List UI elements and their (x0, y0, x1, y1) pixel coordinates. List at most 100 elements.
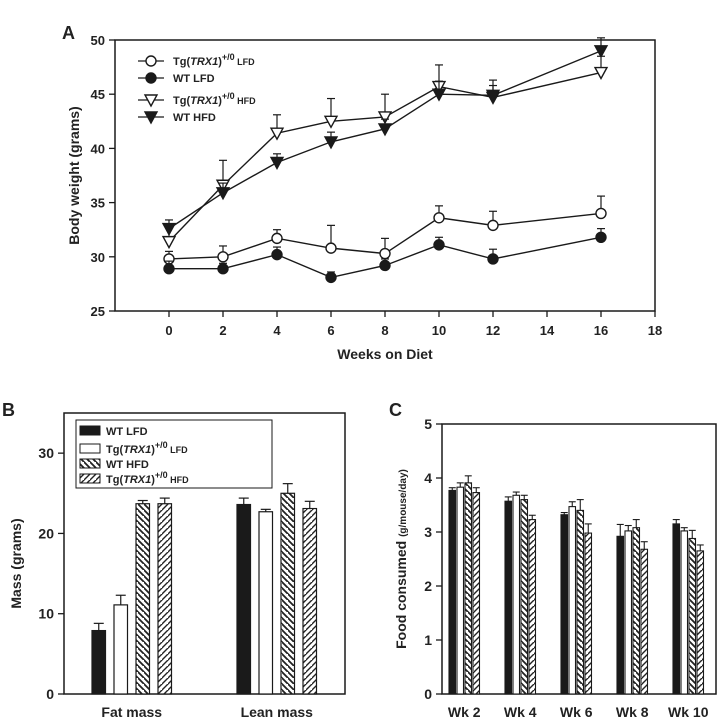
y-tick-label: 25 (91, 304, 105, 319)
bar (672, 523, 681, 695)
legend-label: WT HFD (106, 459, 149, 471)
bar (584, 532, 593, 695)
legend-swatch (79, 425, 101, 436)
category-label: Fat mass (101, 704, 162, 719)
y-axis-label: Food consumed (g/mouse/day) (393, 469, 409, 649)
x-tick-label: 14 (540, 323, 555, 338)
bar (135, 503, 151, 695)
data-point (145, 55, 157, 67)
series-1 (163, 228, 607, 284)
x-tick-label: 0 (165, 323, 172, 338)
bar (512, 494, 521, 695)
data-point (143, 94, 159, 108)
bar (696, 550, 705, 695)
bar (280, 492, 296, 695)
series-line (169, 236, 602, 279)
y-tick-label: 30 (91, 250, 105, 265)
bar (91, 629, 107, 695)
data-point (377, 123, 393, 137)
y-tick-label: 2 (424, 578, 432, 594)
x-tick-label: 8 (381, 323, 388, 338)
series-3 (161, 37, 609, 237)
data-point (377, 111, 393, 125)
x-axis-label: Weeks on Diet (337, 346, 433, 362)
series-2 (161, 55, 609, 250)
bar (302, 507, 318, 695)
bar (113, 604, 129, 695)
y-tick-label: 10 (38, 606, 54, 622)
legend-swatch (79, 443, 101, 454)
bar (258, 511, 274, 695)
series-line (168, 50, 602, 230)
bar (688, 537, 697, 695)
bar (640, 548, 649, 695)
data-point (163, 263, 175, 275)
plot-frame (63, 412, 346, 695)
y-tick-label: 1 (424, 632, 432, 648)
bar (528, 519, 537, 695)
category-label: Wk 10 (668, 704, 709, 719)
bar (632, 527, 641, 695)
data-point (271, 232, 283, 245)
bar (576, 509, 585, 695)
y-tick-label: 0 (46, 686, 54, 702)
data-point (325, 271, 337, 284)
data-point (487, 253, 499, 265)
data-point (215, 187, 231, 201)
data-point (217, 263, 229, 275)
category-label: Wk 6 (560, 704, 593, 719)
legend-label: WT LFD (106, 426, 148, 438)
data-point (487, 219, 499, 232)
data-point (217, 251, 229, 263)
data-point (595, 207, 607, 220)
series-0 (163, 195, 607, 265)
x-tick-label: 4 (273, 323, 281, 338)
bar (472, 492, 481, 695)
bar (448, 489, 457, 695)
data-point (433, 212, 445, 224)
panel-label-a: A (62, 23, 75, 43)
y-tick-label: 35 (91, 196, 105, 211)
panel-b: B 0 10 20 30 Mass (grams) Fat mass Lean mass WT … (2, 400, 346, 719)
legend-swatch (79, 458, 101, 469)
data-point (433, 239, 445, 251)
legend-label: Tg(TRX1)+/0 HFD (173, 91, 256, 107)
series-line (168, 212, 602, 260)
data-point (595, 231, 607, 243)
legend-swatch (79, 473, 101, 484)
bar (236, 503, 252, 695)
data-point (323, 136, 339, 150)
y-tick-label: 50 (91, 33, 105, 48)
y-tick-label: 45 (91, 87, 105, 102)
bar (624, 530, 633, 695)
data-point (143, 111, 159, 125)
panel-a: A 0 2 4 6 8 10 12 14 16 18 25 30 35 40 45 50 Weeks on Die… (62, 23, 662, 362)
data-point (379, 259, 391, 272)
category-label: Lean mass (241, 704, 314, 719)
bar (157, 503, 173, 695)
y-tick-label: 3 (424, 524, 432, 540)
panel-label-c: C (389, 400, 402, 420)
data-point (593, 45, 609, 59)
y-tick-label: 5 (424, 416, 432, 432)
bar (560, 514, 569, 695)
category-label: Wk 8 (616, 704, 649, 719)
legend: Tg(TRX1)+/0 LFD WT LFD Tg(TRX1)+/0 HFD WT H… (138, 52, 256, 125)
data-point (593, 66, 609, 80)
bar (464, 482, 473, 695)
x-tick-label: 2 (219, 323, 226, 338)
panel-label-b: B (2, 400, 15, 420)
x-tick-label: 12 (486, 323, 500, 338)
x-tick-label: 16 (594, 323, 608, 338)
x-tick-label: 18 (648, 323, 662, 338)
bar (616, 535, 625, 695)
bar (504, 500, 513, 695)
data-point (379, 247, 391, 260)
data-point (323, 115, 339, 129)
data-point (269, 156, 285, 170)
category-label: Wk 4 (504, 704, 537, 719)
y-tick-label: 0 (424, 686, 432, 702)
y-axis-label: Mass (grams) (8, 518, 24, 608)
